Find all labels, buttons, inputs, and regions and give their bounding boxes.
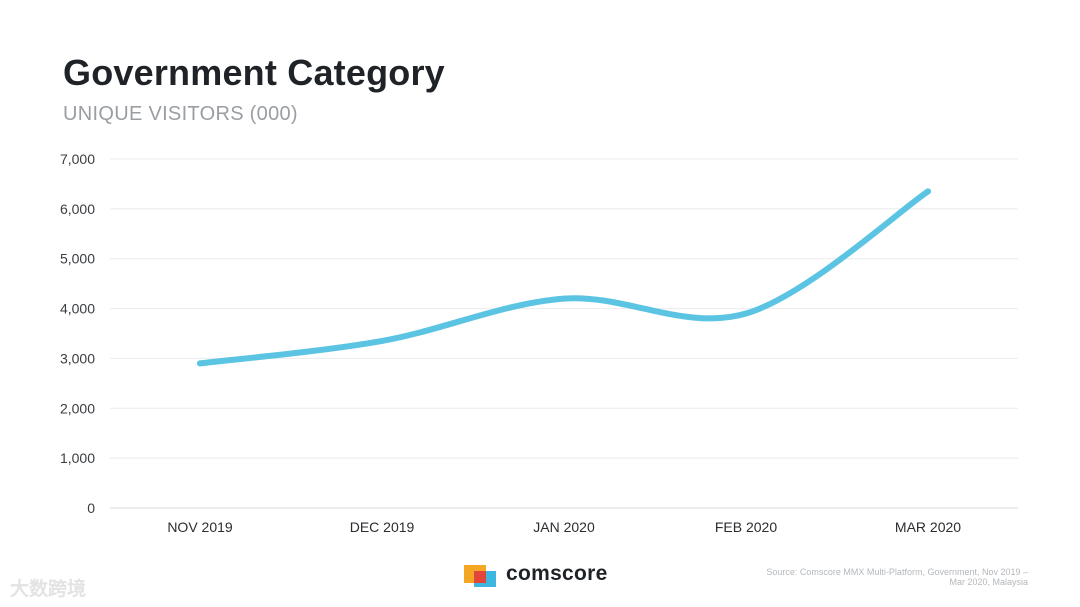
x-tick-label: MAR 2020: [895, 519, 961, 535]
series-layer: [197, 188, 931, 367]
comscore-logo-icon: [464, 561, 496, 587]
y-tick-label: 2,000: [60, 400, 95, 416]
y-tick-label: 4,000: [60, 301, 95, 317]
y-tick-label: 0: [87, 500, 95, 516]
source-note: Source: Comscore MMX Multi-Platform, Gov…: [728, 567, 1028, 587]
x-tick-label: JAN 2020: [533, 519, 595, 535]
data-point: [379, 337, 385, 344]
data-point: [197, 360, 203, 367]
y-tick-label: 3,000: [60, 350, 95, 366]
chart-subtitle: UNIQUE VISITORS (000): [63, 103, 298, 125]
y-tick-label: 5,000: [60, 251, 95, 267]
y-tick-label: 6,000: [60, 201, 95, 217]
grid-lines: [110, 158, 1018, 509]
y-axis-ticks: 0 1,000 2,000 3,000 4,000 5,000 6,000 7,000: [60, 151, 95, 516]
y-tick-label: 1,000: [60, 450, 95, 466]
source-line-2: Mar 2020, Malaysia: [949, 577, 1028, 587]
comscore-logo: comscore: [464, 561, 608, 587]
watermark: 大数跨境: [10, 579, 87, 600]
data-point: [743, 310, 749, 317]
x-tick-label: NOV 2019: [167, 519, 233, 535]
chart-title: Government Category: [63, 52, 445, 93]
source-line-1: Source: Comscore MMX Multi-Platform, Gov…: [766, 567, 1028, 577]
data-point: [925, 188, 931, 195]
x-tick-label: FEB 2020: [715, 519, 777, 535]
series-line: [197, 188, 931, 367]
x-tick-label: DEC 2019: [350, 519, 415, 535]
data-point: [561, 295, 567, 302]
x-axis-ticks: NOV 2019 DEC 2019 JAN 2020 FEB 2020 MAR 2020: [167, 519, 961, 535]
logo-text: comscore: [506, 562, 608, 585]
y-tick-label: 7,000: [60, 151, 95, 167]
